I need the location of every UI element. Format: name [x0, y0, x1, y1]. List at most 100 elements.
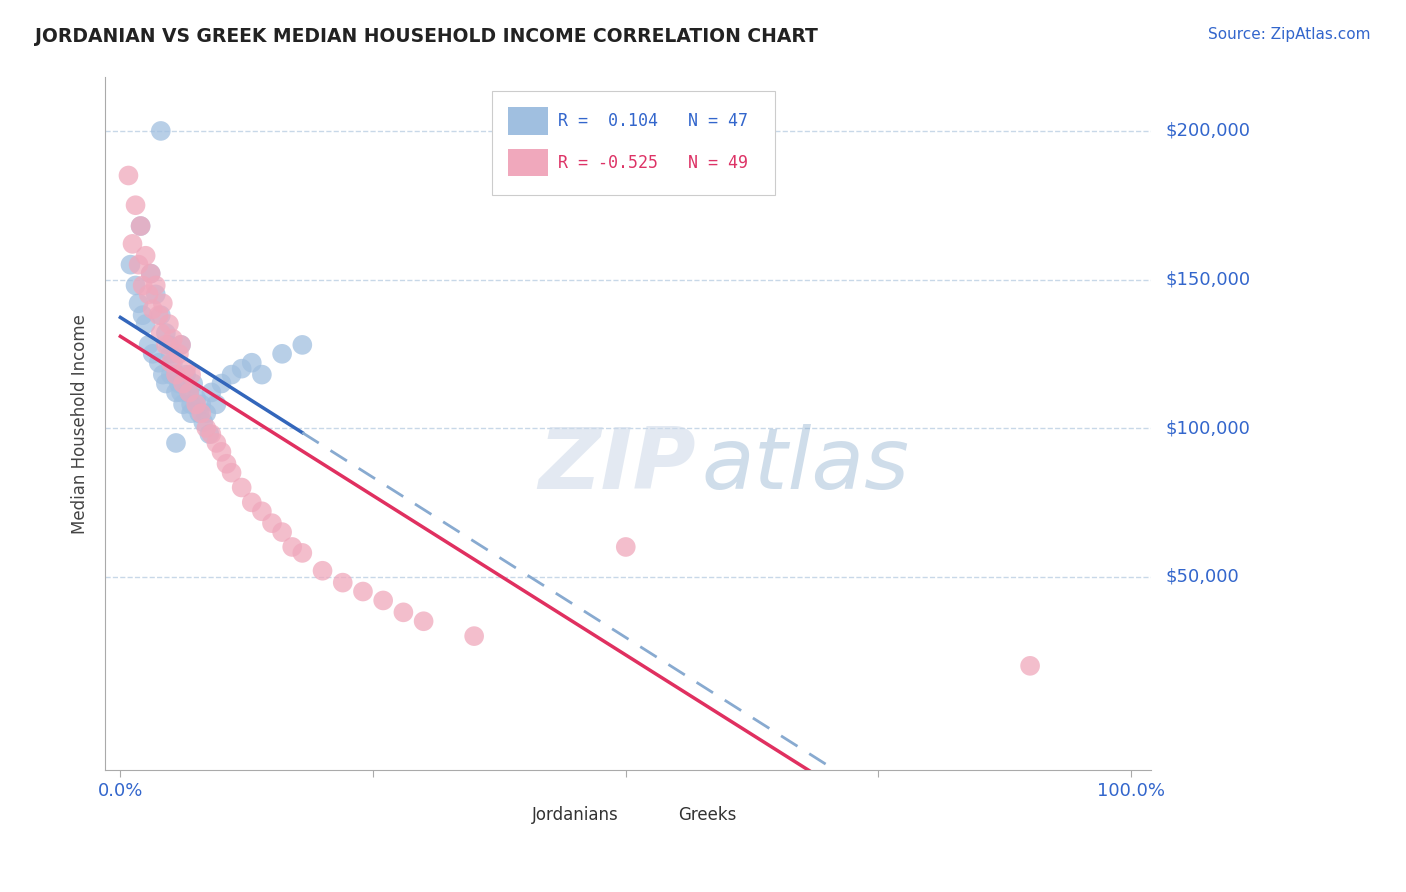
Point	[260, 516, 283, 531]
Point	[120, 258, 142, 272]
Point	[145, 278, 167, 293]
Point	[291, 546, 314, 560]
Point	[165, 368, 187, 382]
Point	[148, 308, 170, 322]
Text: JORDANIAN VS GREEK MEDIAN HOUSEHOLD INCOME CORRELATION CHART: JORDANIAN VS GREEK MEDIAN HOUSEHOLD INCO…	[35, 27, 818, 45]
Point	[138, 287, 160, 301]
Text: R = -0.525   N = 49: R = -0.525 N = 49	[558, 153, 748, 171]
Point	[142, 347, 165, 361]
Text: $200,000: $200,000	[1166, 122, 1250, 140]
Point	[180, 368, 202, 382]
Point	[148, 356, 170, 370]
Text: R =  0.104   N = 47: R = 0.104 N = 47	[558, 112, 748, 130]
Point	[117, 169, 139, 183]
Point	[205, 436, 228, 450]
Point	[179, 385, 201, 400]
Text: atlas: atlas	[702, 424, 910, 507]
Point	[291, 338, 314, 352]
Point	[231, 361, 253, 376]
Point	[250, 368, 273, 382]
Point	[131, 308, 153, 322]
Y-axis label: Median Household Income: Median Household Income	[72, 314, 89, 533]
FancyBboxPatch shape	[492, 805, 526, 824]
Point	[170, 338, 193, 352]
Point	[193, 415, 215, 429]
Point	[152, 296, 174, 310]
Point	[128, 296, 150, 310]
Text: ZIP: ZIP	[538, 424, 696, 507]
Point	[165, 385, 187, 400]
Point	[139, 267, 162, 281]
Point	[215, 457, 238, 471]
Point	[1019, 658, 1042, 673]
Point	[121, 236, 143, 251]
Point	[180, 397, 202, 411]
Point	[240, 356, 263, 370]
FancyBboxPatch shape	[638, 805, 672, 824]
FancyBboxPatch shape	[508, 149, 548, 177]
Point	[129, 219, 152, 233]
Text: $100,000: $100,000	[1166, 419, 1250, 437]
Point	[174, 368, 197, 382]
Text: Greeks: Greeks	[679, 805, 737, 824]
Point	[124, 278, 146, 293]
Point	[311, 564, 333, 578]
Point	[180, 406, 202, 420]
Point	[198, 427, 221, 442]
Point	[162, 332, 184, 346]
Point	[152, 368, 174, 382]
Point	[392, 605, 415, 619]
Point	[172, 376, 194, 391]
Point	[221, 466, 243, 480]
Point	[165, 368, 187, 382]
Point	[160, 356, 183, 370]
FancyBboxPatch shape	[492, 91, 775, 195]
Point	[614, 540, 637, 554]
Point	[174, 361, 197, 376]
Point	[162, 356, 184, 370]
Point	[412, 614, 434, 628]
Point	[170, 385, 193, 400]
Text: $50,000: $50,000	[1166, 567, 1239, 586]
Point	[157, 317, 180, 331]
Point	[332, 575, 354, 590]
Point	[211, 445, 233, 459]
Point	[131, 278, 153, 293]
Point	[129, 219, 152, 233]
Point	[352, 584, 374, 599]
Point	[139, 267, 162, 281]
Point	[179, 385, 201, 400]
Point	[124, 198, 146, 212]
Point	[250, 504, 273, 518]
Point	[167, 347, 190, 361]
Point	[181, 376, 204, 391]
Point	[149, 308, 172, 322]
Point	[373, 593, 395, 607]
Point	[155, 338, 177, 352]
Point	[205, 397, 228, 411]
Point	[149, 326, 172, 340]
Point	[155, 326, 177, 340]
FancyBboxPatch shape	[508, 107, 548, 135]
Point	[271, 525, 294, 540]
Point	[142, 302, 165, 317]
Point	[195, 421, 218, 435]
Point	[135, 317, 157, 331]
Point	[155, 376, 177, 391]
Point	[167, 376, 190, 391]
Point	[145, 287, 167, 301]
Point	[200, 427, 222, 442]
Point	[186, 392, 208, 406]
Text: Source: ZipAtlas.com: Source: ZipAtlas.com	[1208, 27, 1371, 42]
Point	[160, 368, 183, 382]
Point	[200, 385, 222, 400]
Point	[190, 406, 212, 420]
Point	[128, 258, 150, 272]
Point	[160, 347, 183, 361]
Point	[165, 436, 187, 450]
Point	[188, 406, 211, 420]
Point	[231, 481, 253, 495]
Point	[157, 338, 180, 352]
Point	[190, 397, 212, 411]
Point	[240, 495, 263, 509]
